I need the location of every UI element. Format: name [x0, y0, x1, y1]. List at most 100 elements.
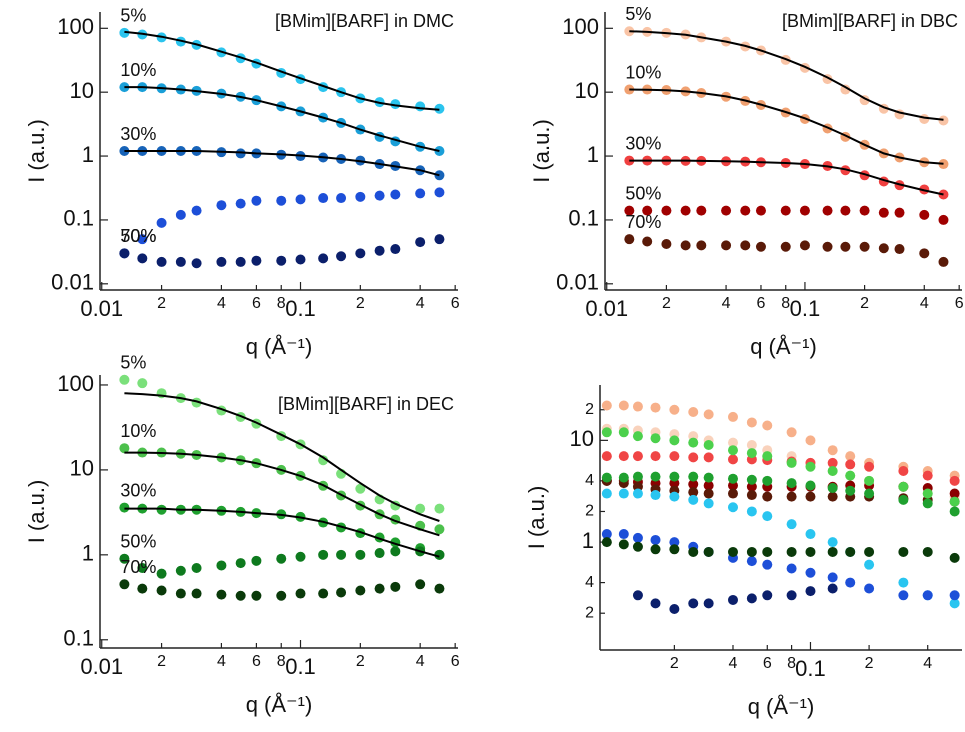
y-tick-label: 10: [70, 456, 94, 481]
data-point: [688, 479, 699, 490]
data-point: [336, 193, 347, 204]
data-point: [632, 488, 643, 499]
y-tick-label: 1: [582, 528, 594, 553]
x-tick-label: 8: [787, 655, 796, 672]
annotation: [BMim][BARF] in DMC: [275, 11, 454, 31]
data-point: [336, 587, 347, 598]
data-point: [827, 491, 838, 502]
data-point: [669, 435, 680, 446]
data-point: [318, 253, 329, 264]
data-point: [434, 583, 445, 594]
data-point: [859, 241, 870, 252]
data-point: [669, 604, 680, 615]
data-point: [156, 217, 167, 228]
data-point: [696, 240, 707, 251]
data-point: [119, 374, 130, 385]
x-tick-label: 2: [860, 295, 869, 312]
data-point: [355, 483, 366, 494]
data-point: [632, 431, 643, 442]
data-point: [755, 205, 766, 216]
data-point: [805, 435, 816, 446]
data-point: [669, 471, 680, 482]
data-point: [669, 537, 680, 548]
data-point: [878, 243, 889, 254]
data-point: [762, 559, 773, 570]
data-point: [805, 491, 816, 502]
data-point: [805, 529, 816, 540]
data-point: [650, 433, 661, 444]
data-point: [415, 579, 426, 590]
data-point: [949, 552, 960, 563]
data-point: [235, 590, 246, 601]
data-point: [949, 475, 960, 486]
fit-line: [124, 150, 440, 177]
x-axis-title: q (Å⁻¹): [750, 334, 817, 359]
y-axis-title: I (a.u.): [24, 480, 49, 544]
data-point: [355, 549, 366, 560]
data-point: [786, 563, 797, 574]
data-point: [762, 511, 773, 522]
fit-line: [124, 451, 440, 537]
x-tick-label: 2: [865, 655, 874, 672]
data-point: [805, 461, 816, 472]
data-point: [650, 544, 661, 555]
data-point: [703, 488, 714, 499]
data-point: [727, 473, 738, 484]
data-point: [786, 491, 797, 502]
data-point: [624, 205, 635, 216]
data-point: [669, 451, 680, 462]
data-point: [434, 146, 445, 156]
data-point: [374, 548, 385, 559]
data-point: [949, 506, 960, 517]
series-label: 70%: [625, 212, 661, 232]
series-label: 30%: [625, 133, 661, 153]
data-point: [898, 577, 909, 588]
data-point: [696, 205, 707, 216]
y-tick-label: 4: [585, 574, 594, 591]
data-point: [390, 244, 401, 255]
data-point: [780, 205, 791, 216]
series-label: 5%: [120, 6, 146, 26]
data-point: [762, 491, 773, 502]
data-point: [786, 427, 797, 438]
data-point: [688, 406, 699, 417]
data-point: [799, 205, 810, 216]
data-point: [864, 546, 875, 557]
data-point: [661, 238, 672, 249]
data-point: [894, 244, 905, 255]
x-tick-label: 4: [923, 655, 932, 672]
data-point: [703, 546, 714, 557]
y-tick-label: 2: [585, 503, 594, 520]
data-point: [434, 103, 445, 114]
data-point: [318, 588, 329, 599]
data-point: [864, 475, 875, 486]
y-tick-label: 0.01: [51, 270, 94, 295]
data-point: [601, 537, 612, 548]
data-point: [922, 488, 933, 499]
data-point: [415, 237, 426, 248]
data-point: [762, 546, 773, 557]
data-point: [632, 590, 643, 601]
data-point: [276, 255, 287, 266]
data-point: [727, 411, 738, 422]
data-point: [601, 529, 612, 540]
data-point: [727, 445, 738, 456]
data-point: [642, 205, 653, 216]
data-point: [786, 478, 797, 489]
data-point: [137, 583, 148, 594]
fit-line: [124, 30, 440, 111]
data-point: [721, 240, 732, 251]
data-point: [703, 480, 714, 491]
x-tick-label: 0.1: [285, 296, 316, 321]
data-point: [746, 440, 757, 451]
data-point: [898, 465, 909, 476]
data-point: [632, 541, 643, 552]
data-point: [632, 471, 643, 482]
y-tick-label: 0.1: [568, 206, 599, 231]
data-point: [601, 488, 612, 499]
data-point: [669, 491, 680, 502]
data-point: [390, 189, 401, 200]
annotation: [BMim][BARF] in DEC: [278, 394, 454, 414]
y-tick-label: 0.01: [556, 270, 599, 295]
